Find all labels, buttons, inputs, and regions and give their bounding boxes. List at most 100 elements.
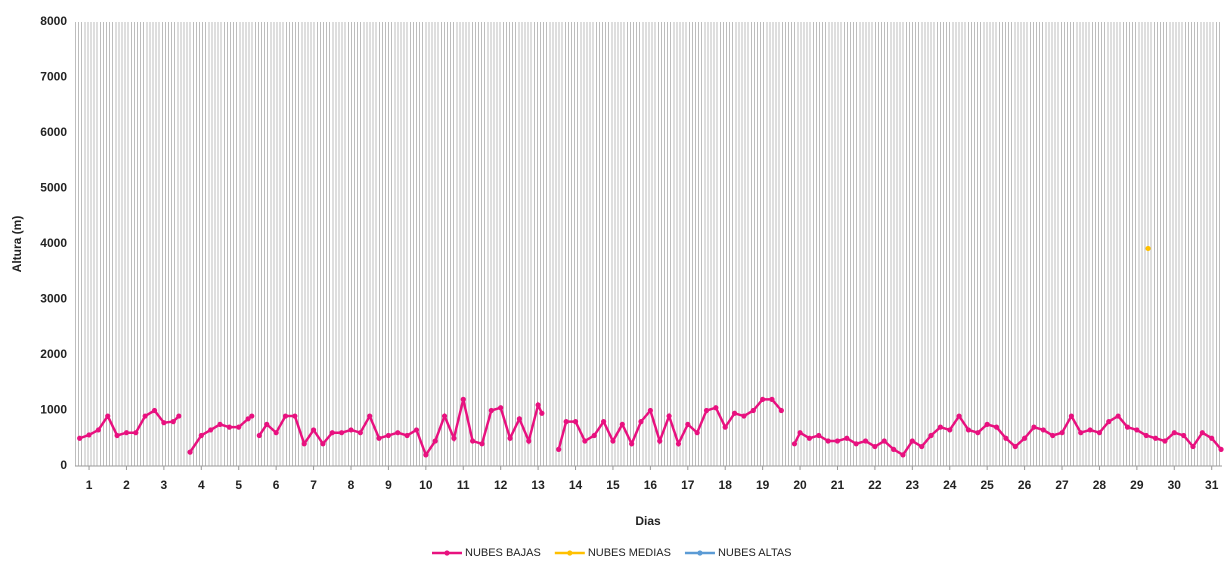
series-line bbox=[79, 398, 1223, 458]
data-point bbox=[1190, 443, 1196, 450]
data-point bbox=[329, 430, 335, 436]
x-tick-label: 13 bbox=[531, 478, 545, 492]
x-tick-label: 24 bbox=[943, 478, 957, 492]
y-tick-label: 0 bbox=[60, 458, 67, 472]
data-point bbox=[891, 446, 897, 452]
data-point bbox=[844, 435, 850, 441]
x-tick-label: 2 bbox=[123, 478, 130, 492]
y-tick-label: 8000 bbox=[40, 14, 67, 28]
data-point bbox=[769, 396, 775, 402]
legend-label: NUBES BAJAS bbox=[465, 547, 541, 559]
data-point bbox=[694, 430, 700, 436]
data-point bbox=[563, 419, 569, 425]
data-point bbox=[582, 438, 588, 444]
data-point bbox=[722, 424, 728, 430]
data-point bbox=[535, 402, 541, 408]
x-tick-label: 29 bbox=[1130, 478, 1144, 492]
data-point bbox=[900, 452, 906, 458]
data-point bbox=[1106, 419, 1112, 425]
data-point bbox=[460, 396, 466, 402]
data-point bbox=[731, 410, 738, 416]
x-tick-label: 4 bbox=[198, 478, 205, 492]
data-point bbox=[638, 419, 644, 425]
data-point bbox=[572, 419, 579, 425]
x-axis-label: Dias bbox=[635, 514, 661, 528]
legend-marker bbox=[444, 550, 450, 556]
data-point bbox=[395, 430, 401, 436]
x-tick-label: 8 bbox=[348, 478, 355, 492]
x-tick-label: 21 bbox=[831, 478, 845, 492]
data-point bbox=[881, 438, 887, 444]
data-point bbox=[404, 432, 410, 439]
y-tick-label: 7000 bbox=[40, 70, 67, 84]
data-point bbox=[142, 413, 148, 419]
data-point bbox=[77, 435, 83, 441]
data-point bbox=[245, 416, 251, 422]
data-point bbox=[909, 438, 915, 444]
data-point bbox=[170, 419, 176, 425]
data-point bbox=[282, 413, 289, 419]
x-tick-label: 14 bbox=[569, 478, 583, 492]
data-point bbox=[507, 435, 513, 441]
data-point bbox=[666, 413, 672, 419]
data-point bbox=[1068, 413, 1074, 419]
x-tick-label: 11 bbox=[457, 478, 470, 492]
data-point bbox=[105, 413, 111, 419]
data-point bbox=[1096, 430, 1103, 436]
data-point bbox=[1143, 432, 1149, 439]
legend-marker bbox=[567, 550, 573, 556]
data-point bbox=[1012, 443, 1018, 450]
data-point bbox=[151, 407, 158, 414]
data-point bbox=[965, 427, 972, 433]
data-point bbox=[133, 430, 139, 436]
y-axis-label: Altura (m) bbox=[10, 216, 24, 273]
data-point bbox=[385, 432, 392, 439]
data-point bbox=[1021, 435, 1028, 441]
data-point bbox=[357, 430, 363, 436]
x-tick-label: 6 bbox=[273, 478, 280, 492]
x-tick-label: 22 bbox=[868, 478, 882, 492]
data-point bbox=[208, 427, 214, 433]
data-point bbox=[236, 424, 242, 430]
data-point bbox=[488, 407, 494, 414]
data-point bbox=[956, 413, 962, 419]
x-tick-label: 23 bbox=[906, 478, 920, 492]
y-tick-label: 5000 bbox=[40, 181, 67, 195]
data-point bbox=[685, 421, 691, 427]
data-point bbox=[1040, 427, 1046, 433]
data-point bbox=[619, 421, 625, 427]
data-point bbox=[1209, 435, 1215, 441]
data-point bbox=[1134, 427, 1140, 433]
data-point bbox=[1078, 430, 1084, 436]
data-point bbox=[451, 435, 457, 441]
data-point bbox=[1031, 424, 1037, 430]
data-point bbox=[675, 441, 682, 447]
data-point bbox=[441, 413, 448, 419]
x-tick-label: 9 bbox=[385, 478, 392, 492]
data-point bbox=[797, 430, 803, 436]
data-point bbox=[1124, 424, 1131, 430]
y-tick-label: 6000 bbox=[40, 125, 67, 139]
data-point bbox=[1152, 435, 1159, 441]
data-point bbox=[1181, 432, 1187, 439]
data-point bbox=[256, 432, 262, 439]
data-point bbox=[1199, 430, 1205, 436]
data-point bbox=[187, 449, 193, 455]
legend-label: NUBES MEDIAS bbox=[588, 547, 671, 559]
x-tick-label: 26 bbox=[1018, 478, 1032, 492]
data-point bbox=[993, 424, 1000, 430]
data-point bbox=[1171, 430, 1177, 436]
x-tick-label: 19 bbox=[756, 478, 770, 492]
data-point bbox=[791, 441, 798, 447]
data-point bbox=[778, 407, 784, 414]
x-tick-label: 27 bbox=[1055, 478, 1069, 492]
data-point bbox=[320, 441, 326, 447]
data-point bbox=[161, 420, 167, 426]
data-point bbox=[86, 432, 92, 438]
data-point bbox=[367, 413, 373, 419]
data-point bbox=[825, 438, 831, 444]
data-point bbox=[657, 438, 663, 444]
data-point bbox=[339, 430, 345, 436]
x-tick-label: 1 bbox=[86, 478, 93, 492]
